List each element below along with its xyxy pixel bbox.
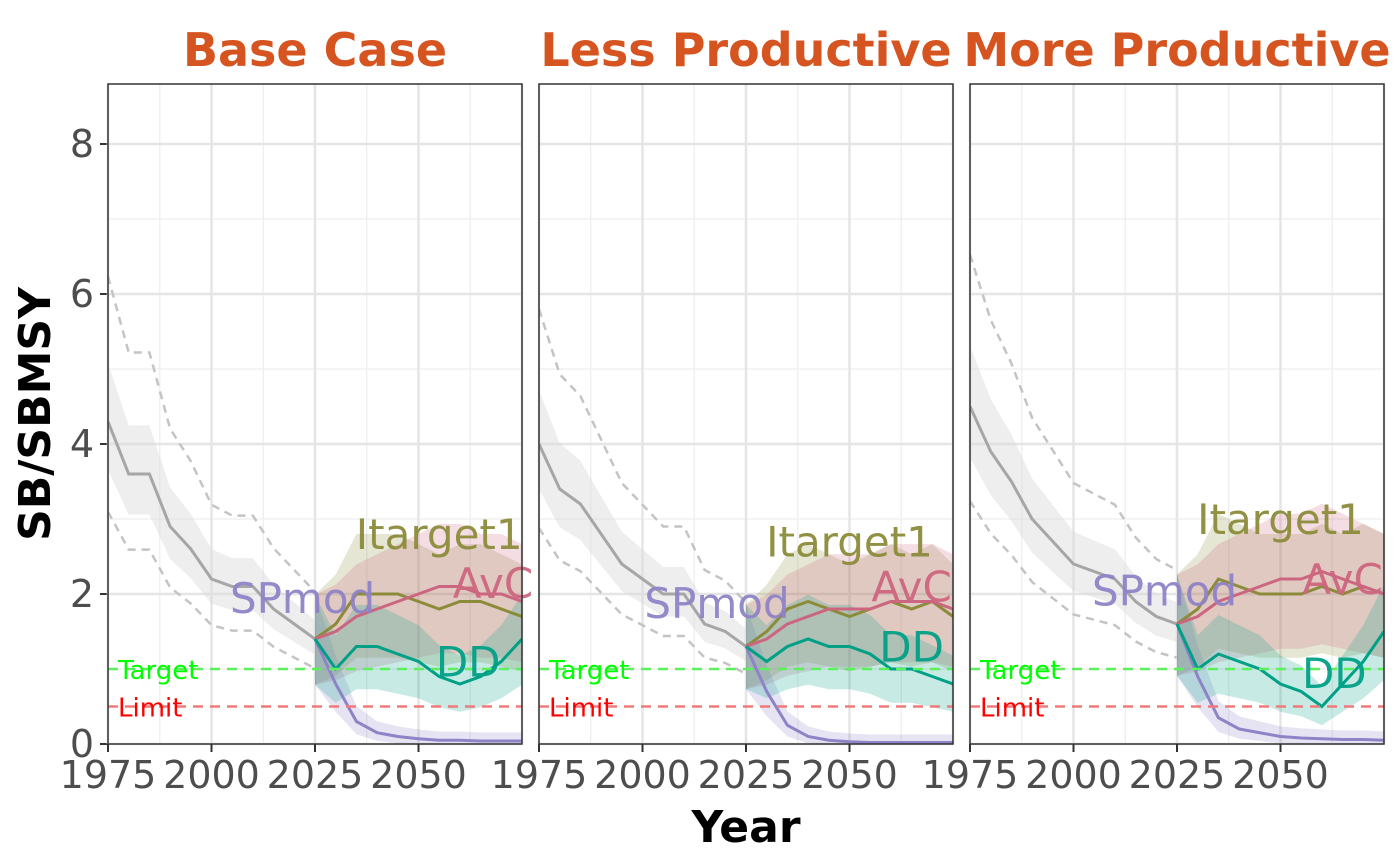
series-line-avc	[745, 600, 953, 648]
series-label-spmod: SPmod	[1092, 566, 1237, 615]
reference-label-target: Target	[548, 656, 629, 686]
x-tick-label: 2000	[163, 753, 260, 797]
x-tick-label: 2050	[801, 753, 898, 797]
series-line-spmod	[744, 645, 953, 744]
historical-median-line	[970, 405, 1178, 626]
reference-label-limit: Limit	[118, 694, 182, 724]
historical-median-line	[539, 443, 747, 648]
panel-plot-area	[539, 308, 953, 744]
series-band-avc	[315, 523, 522, 685]
facet-panel: Target Limit Itarget1 AvC SPmod DD More Produc…	[922, 23, 1391, 797]
series-label-spmod: SPmod	[230, 574, 375, 623]
series-label-dd: DD	[436, 638, 501, 687]
series-line-itarget1	[1176, 577, 1384, 626]
y-axis-title: SB/SBMSY	[10, 286, 61, 541]
y-tick-label: 0	[70, 722, 94, 766]
x-tick-label: 2025	[698, 753, 795, 797]
x-tick-label: 2000	[1025, 753, 1122, 797]
y-tick-label: 2	[70, 572, 94, 616]
series-line-dd	[313, 637, 522, 686]
series-label-dd: DD	[1302, 649, 1367, 698]
y-tick-label: 8	[70, 122, 94, 166]
panel-plot-area	[108, 276, 522, 744]
series-label-spmod: SPmod	[644, 579, 789, 628]
historical-band	[970, 345, 1177, 642]
reference-label-target: Target	[117, 656, 198, 686]
series-line-spmod	[313, 638, 522, 743]
reference-label-target: Target	[979, 656, 1060, 686]
x-axis-title: Year	[690, 802, 800, 853]
series-band-avc	[1177, 503, 1384, 676]
historical-band	[539, 390, 746, 662]
series-label-itarget1: Itarget1	[356, 510, 523, 559]
y-tick-label: 6	[70, 272, 94, 316]
x-tick-label: 2000	[594, 753, 691, 797]
reference-label-limit: Limit	[980, 694, 1044, 724]
x-tick-label: 2050	[370, 753, 467, 797]
historical-band	[108, 363, 315, 655]
historical-lower-bound	[539, 527, 747, 675]
series-line-itarget1	[314, 592, 522, 641]
series-label-dd: DD	[879, 623, 944, 672]
series-label-avc: AvC	[871, 563, 951, 612]
series-label-itarget1: Itarget1	[766, 518, 933, 567]
series-line-spmod	[1175, 623, 1384, 742]
x-tick-label: 1975	[491, 753, 588, 797]
historical-upper-bound	[970, 254, 1178, 572]
series-label-avc: AvC	[453, 559, 533, 608]
x-tick-label: 2025	[267, 753, 364, 797]
series-line-itarget1	[745, 599, 953, 648]
series-label-avc: AvC	[1302, 555, 1382, 604]
series-band-dd	[315, 594, 522, 712]
facet-title: Less Productive	[540, 23, 951, 77]
series-line-avc	[1176, 569, 1384, 626]
y-tick-label: 4	[70, 422, 94, 466]
x-tick-label: 2050	[1232, 753, 1329, 797]
series-label-itarget1: Itarget1	[1197, 495, 1364, 544]
series-band-dd	[746, 594, 953, 712]
x-tick-label: 1975	[922, 753, 1019, 797]
series-band-dd	[1177, 574, 1384, 726]
historical-lower-bound	[108, 511, 316, 670]
x-tick-label: 1975	[60, 753, 157, 797]
facet-title: More Productive	[963, 23, 1390, 77]
reference-label-limit: Limit	[549, 694, 613, 724]
historical-lower-bound	[970, 500, 1178, 659]
series-line-dd	[1175, 623, 1384, 709]
historical-median-line	[108, 420, 316, 641]
facet-title: Base Case	[183, 23, 447, 77]
panel-plot-area	[970, 254, 1384, 744]
series-line-dd	[745, 637, 953, 686]
x-tick-label: 2025	[1129, 753, 1226, 797]
series-line-avc	[314, 585, 522, 641]
historical-upper-bound	[539, 308, 747, 604]
